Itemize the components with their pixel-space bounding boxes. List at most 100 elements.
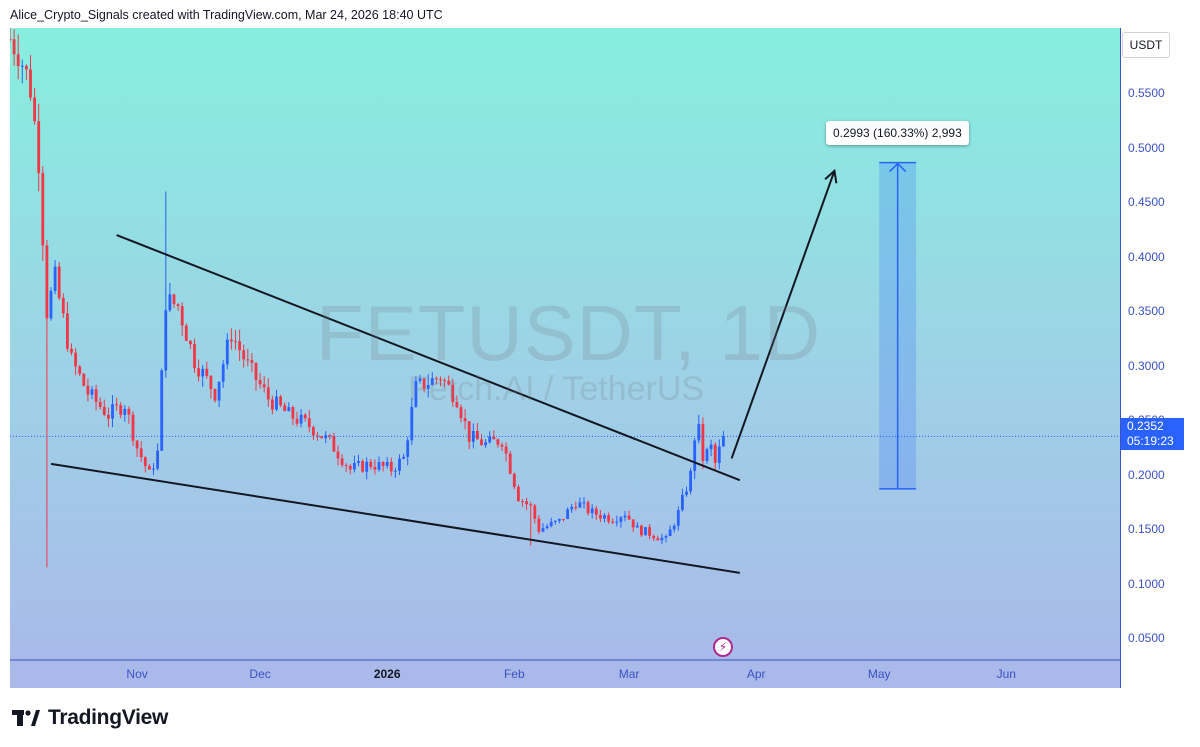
candle-body xyxy=(385,462,389,466)
candle-body xyxy=(266,387,270,400)
candle-body xyxy=(365,461,369,472)
candle-body xyxy=(414,380,418,407)
candle-body xyxy=(357,461,360,464)
candle-body xyxy=(500,444,504,447)
candle-body xyxy=(463,418,467,422)
candle-body xyxy=(488,436,492,443)
time-tick-label: Nov xyxy=(126,667,148,681)
candle-body xyxy=(652,535,656,539)
candle-body xyxy=(685,491,688,495)
candle-body xyxy=(644,527,647,536)
candle-body xyxy=(377,462,381,470)
candle-body xyxy=(197,368,200,377)
candle-body xyxy=(672,525,676,530)
candle-body xyxy=(615,521,619,523)
candle-body xyxy=(111,404,114,419)
time-tick-label: May xyxy=(867,667,891,681)
tradingview-logo: TradingView xyxy=(12,706,168,730)
candle-body xyxy=(668,529,672,537)
candle-body xyxy=(697,424,701,441)
candle-body xyxy=(254,362,258,380)
candle-body xyxy=(275,396,278,410)
candle-body xyxy=(631,519,635,528)
time-tick-label: Feb xyxy=(503,667,525,681)
measure-arrowhead xyxy=(889,162,907,173)
candle-body xyxy=(656,538,660,541)
candle-body xyxy=(348,465,352,470)
last-price-value: 0.2352 xyxy=(1127,419,1164,433)
candle-body xyxy=(180,306,184,326)
candle-body xyxy=(623,515,627,518)
candle-body xyxy=(33,97,36,122)
measure-tool-label: 0.2993 (160.33%) 2,993 xyxy=(826,121,969,145)
candle-body xyxy=(373,466,377,470)
candle-body xyxy=(660,537,664,541)
candle-body xyxy=(287,407,291,412)
candle-body xyxy=(16,54,20,67)
candle-body xyxy=(172,294,176,305)
bar-countdown: 05:19:23 xyxy=(1127,434,1174,448)
candle-body xyxy=(553,520,557,522)
candle-body xyxy=(693,440,697,471)
price-axis[interactable] xyxy=(1120,28,1200,688)
candle-body xyxy=(78,366,82,374)
candle-body xyxy=(537,518,541,532)
candle-body xyxy=(291,407,295,419)
candle-body xyxy=(541,528,545,532)
lightning-event-icon[interactable]: ⚡ xyxy=(713,637,733,657)
candle-body xyxy=(209,375,213,390)
price-tick-label: 0.4500 xyxy=(1128,195,1165,210)
candle-body xyxy=(640,525,643,536)
candle-body xyxy=(283,405,287,412)
last-price-label: 0.2352 05:19:23 xyxy=(1121,418,1184,450)
candle-body xyxy=(82,373,86,386)
candle-body xyxy=(131,414,135,441)
candle-body xyxy=(381,462,385,466)
candle-body xyxy=(61,297,65,314)
candle-body xyxy=(361,461,364,472)
candle-body xyxy=(574,506,578,508)
candle-body xyxy=(484,442,487,446)
candle-body xyxy=(599,514,602,519)
candle-body xyxy=(316,435,319,437)
candle-body xyxy=(676,510,680,526)
candle-body xyxy=(594,508,598,515)
price-tick-label: 0.5000 xyxy=(1128,140,1165,155)
candle-body xyxy=(545,526,549,529)
price-tick-label: 0.3500 xyxy=(1128,304,1165,319)
candle-body xyxy=(492,436,496,440)
candle-body xyxy=(250,360,254,363)
candle-body xyxy=(41,173,45,246)
candle-body xyxy=(168,294,172,311)
candle-body xyxy=(139,448,143,458)
candle-body xyxy=(471,430,475,442)
candle-body xyxy=(189,340,192,345)
candle-body xyxy=(66,313,69,349)
candle-body xyxy=(394,470,397,472)
price-tick-label: 0.1500 xyxy=(1128,522,1165,537)
candle-body xyxy=(102,406,106,415)
candle-body xyxy=(521,501,524,503)
candle-body xyxy=(29,69,32,98)
candle-body xyxy=(443,380,446,382)
candle-body xyxy=(307,418,311,428)
candle-body xyxy=(480,439,483,446)
candle-body xyxy=(332,436,336,452)
candle-body xyxy=(344,465,348,467)
time-tick-label: Mar xyxy=(618,667,640,681)
candle-body xyxy=(410,406,414,441)
candle-body xyxy=(402,456,405,459)
candle-body xyxy=(271,399,274,410)
candle-body xyxy=(201,368,205,377)
candle-body xyxy=(558,518,561,521)
candle-body xyxy=(447,380,451,385)
candle-body xyxy=(242,350,246,360)
candle-body xyxy=(496,439,500,445)
candle-body xyxy=(709,444,713,450)
time-tick-label: Apr xyxy=(746,667,766,681)
candle-body xyxy=(570,506,574,510)
chart-attribution: Alice_Crypto_Signals created with Tradin… xyxy=(10,8,443,22)
candle-body xyxy=(49,290,53,319)
candle-body xyxy=(213,389,217,401)
currency-selector[interactable]: USDT xyxy=(1122,32,1170,58)
